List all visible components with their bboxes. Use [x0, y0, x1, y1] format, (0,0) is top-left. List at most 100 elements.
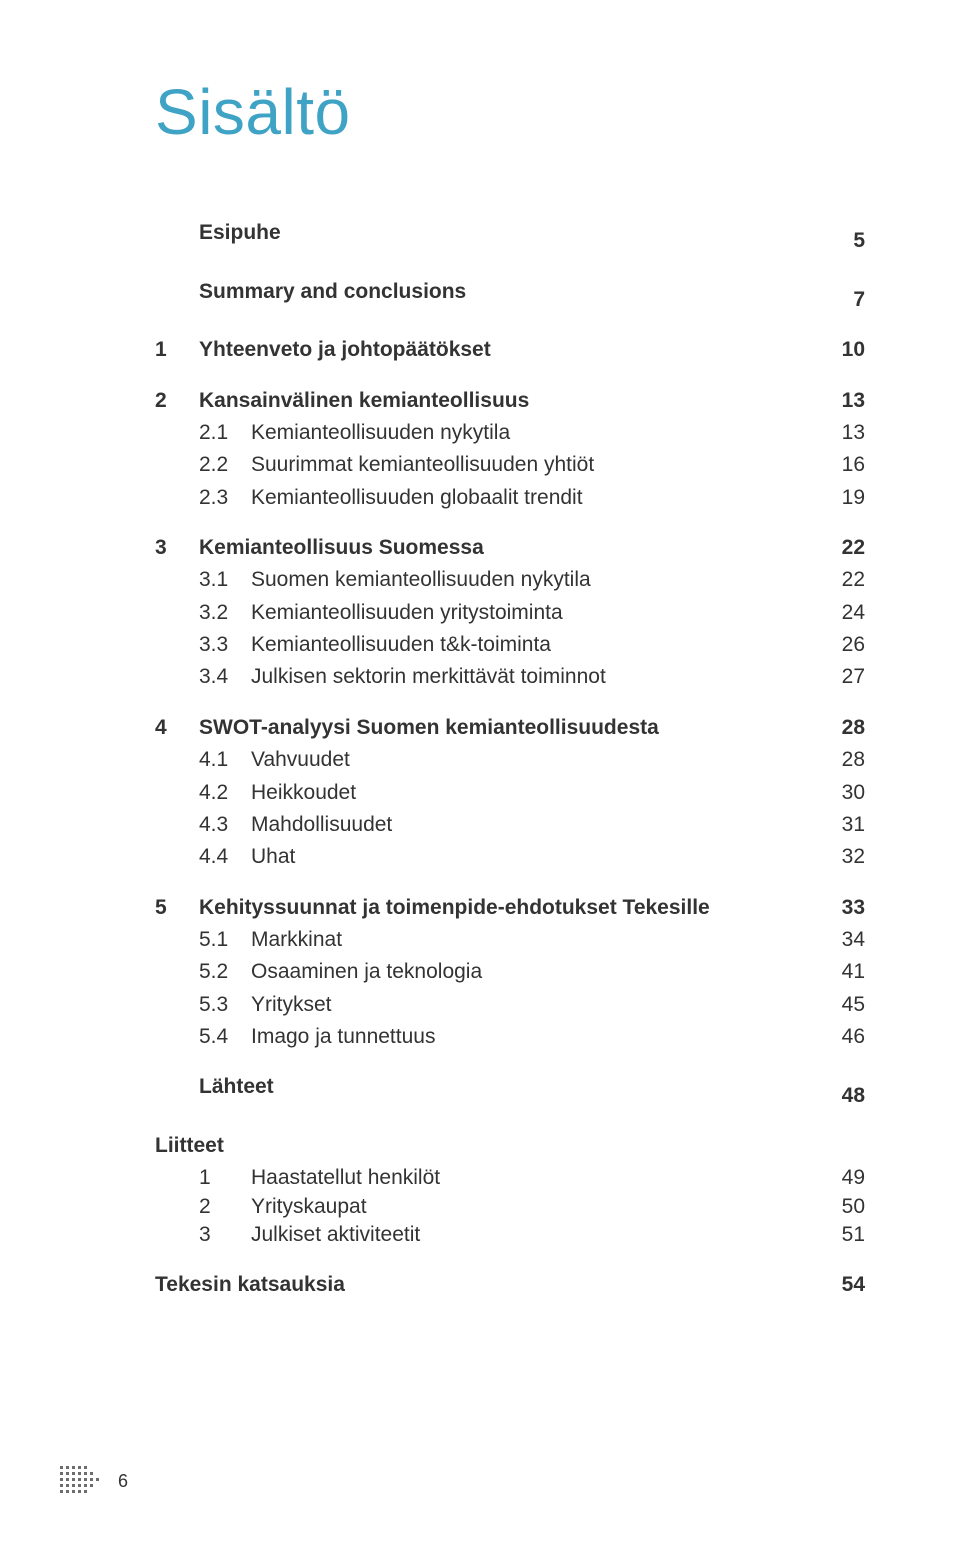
toc-label: Kemianteollisuus Suomessa [199, 534, 484, 562]
toc-subsection: 4.1Vahvuudet 28 [155, 746, 865, 774]
table-of-contents: Esipuhe 5 Summary and conclusions 7 1Yht… [155, 219, 865, 1300]
page-container: Sisältö Esipuhe 5 Summary and conclusion… [0, 0, 960, 1551]
toc-num: 4 [155, 714, 199, 742]
toc-label: Heikkoudet [251, 779, 356, 807]
toc-page: 30 [842, 779, 865, 807]
toc-label: Kemianteollisuuden globaalit trendit [251, 484, 583, 512]
toc-num: 3.1 [199, 566, 251, 594]
toc-num: 5.4 [199, 1023, 251, 1051]
toc-section: Lähteet 48 [155, 1073, 865, 1110]
toc-num: 1 [155, 336, 199, 364]
toc-label: Summary and conclusions [199, 278, 466, 306]
toc-num: 5.1 [199, 926, 251, 954]
toc-label: Vahvuudet [251, 746, 350, 774]
toc-page: 54 [842, 1271, 865, 1299]
toc-num: 5.3 [199, 991, 251, 1019]
toc-page: 32 [842, 843, 865, 871]
toc-section: Tekesin katsauksia 54 [155, 1271, 865, 1299]
toc-page: 34 [842, 926, 865, 954]
toc-page: 51 [842, 1221, 865, 1249]
toc-label: Uhat [251, 843, 295, 871]
toc-label: Imago ja tunnettuus [251, 1023, 435, 1051]
toc-subsection: 3.2Kemianteollisuuden yritystoiminta 24 [155, 599, 865, 627]
toc-page: 13 [842, 419, 865, 447]
toc-label: Kemianteollisuuden nykytila [251, 419, 510, 447]
toc-num: 2.2 [199, 451, 251, 479]
toc-num: 3.2 [199, 599, 251, 627]
toc-num: 4.4 [199, 843, 251, 871]
toc-page: 31 [842, 811, 865, 839]
toc-label: Suomen kemianteollisuuden nykytila [251, 566, 591, 594]
toc-label: Yhteenveto ja johtopäätökset [199, 336, 491, 364]
toc-label: Lähteet [199, 1073, 274, 1101]
page-title: Sisältö [155, 75, 865, 149]
toc-page: 22 [842, 534, 865, 562]
toc-num [155, 219, 199, 247]
toc-page: 41 [842, 958, 865, 986]
toc-num: 2.3 [199, 484, 251, 512]
toc-page: 27 [842, 663, 865, 691]
toc-page: 16 [842, 451, 865, 479]
toc-label: Kemianteollisuuden t&k-toiminta [251, 631, 551, 659]
toc-num: 2.1 [199, 419, 251, 447]
toc-page: 50 [842, 1193, 865, 1221]
toc-label: Mahdollisuudet [251, 811, 392, 839]
toc-num: 3 [155, 534, 199, 562]
toc-num: 2 [155, 387, 199, 415]
toc-num [155, 1073, 199, 1101]
toc-page: 7 [853, 286, 865, 314]
toc-subsection: 5.1Markkinat 34 [155, 926, 865, 954]
toc-section: 4SWOT-analyysi Suomen kemianteollisuudes… [155, 714, 865, 742]
toc-num: 3.4 [199, 663, 251, 691]
toc-label: Yritykset [251, 991, 332, 1019]
toc-label: Tekesin katsauksia [155, 1271, 345, 1299]
toc-page: 49 [842, 1164, 865, 1192]
toc-label: Suurimmat kemianteollisuuden yhtiöt [251, 451, 594, 479]
toc-subsection: 5.2Osaaminen ja teknologia 41 [155, 958, 865, 986]
toc-page: 26 [842, 631, 865, 659]
toc-subsection: 4.4Uhat 32 [155, 843, 865, 871]
page-number: 6 [118, 1471, 128, 1492]
toc-section: 1Yhteenveto ja johtopäätökset 10 [155, 336, 865, 364]
page-footer: 6 [60, 1466, 128, 1496]
toc-subsection: 5.4Imago ja tunnettuus 46 [155, 1023, 865, 1051]
toc-subsection: 3.1Suomen kemianteollisuuden nykytila 22 [155, 566, 865, 594]
toc-page: 10 [842, 336, 865, 364]
toc-section: Esipuhe 5 [155, 219, 865, 256]
toc-page: 28 [842, 746, 865, 774]
toc-section: 3Kemianteollisuus Suomessa 22 [155, 534, 865, 562]
toc-page: 28 [842, 714, 865, 742]
toc-subsection: 4.2Heikkoudet 30 [155, 779, 865, 807]
toc-page: 24 [842, 599, 865, 627]
toc-label: Kemianteollisuuden yritystoiminta [251, 599, 563, 627]
toc-page: 48 [842, 1082, 865, 1110]
toc-subsection: 2.1Kemianteollisuuden nykytila 13 [155, 419, 865, 447]
toc-section: 5Kehityssuunnat ja toimenpide-ehdotukset… [155, 894, 865, 922]
toc-label: SWOT-analyysi Suomen kemianteollisuudest… [199, 714, 659, 742]
toc-label: Yrityskaupat [251, 1193, 367, 1221]
toc-num: 5.2 [199, 958, 251, 986]
toc-num: 4.3 [199, 811, 251, 839]
toc-page: 33 [842, 894, 865, 922]
toc-section: Summary and conclusions 7 [155, 278, 865, 315]
toc-label: Kehityssuunnat ja toimenpide-ehdotukset … [199, 894, 710, 922]
toc-page: 45 [842, 991, 865, 1019]
toc-num [155, 278, 199, 306]
toc-num: 4.1 [199, 746, 251, 774]
toc-section: 2Kansainvälinen kemianteollisuus 13 [155, 387, 865, 415]
toc-subsection: 4.3Mahdollisuudet 31 [155, 811, 865, 839]
toc-appendix-item: 3Julkiset aktiviteetit 51 [155, 1221, 865, 1249]
toc-appendix-item: 2Yrityskaupat 50 [155, 1193, 865, 1221]
appendix-heading: Liitteet [155, 1132, 865, 1160]
toc-page: 19 [842, 484, 865, 512]
toc-label: Markkinat [251, 926, 342, 954]
toc-num: 1 [199, 1164, 251, 1192]
toc-num: 3.3 [199, 631, 251, 659]
toc-label: Julkisen sektorin merkittävät toiminnot [251, 663, 606, 691]
toc-num: 2 [199, 1193, 251, 1221]
toc-num: 4.2 [199, 779, 251, 807]
toc-page: 5 [853, 227, 865, 255]
toc-num: 5 [155, 894, 199, 922]
toc-subsection: 2.2Suurimmat kemianteollisuuden yhtiöt 1… [155, 451, 865, 479]
toc-subsection: 3.4Julkisen sektorin merkittävät toiminn… [155, 663, 865, 691]
